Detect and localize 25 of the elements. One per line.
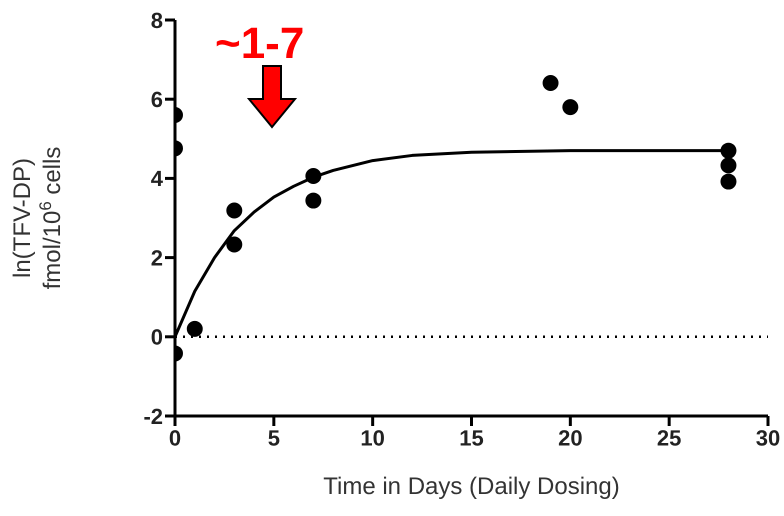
point (720, 157, 736, 174)
point (720, 174, 736, 190)
point (562, 99, 578, 116)
y-tick-label: -2 (143, 404, 163, 429)
y-tick-label: 8 (150, 8, 163, 33)
annotation: ~1-7 (215, 19, 304, 68)
x-tick-label: 25 (656, 426, 682, 451)
point (305, 168, 322, 184)
point (720, 142, 736, 159)
x-tick-label: 30 (756, 426, 780, 451)
x-tick-label: 15 (459, 426, 484, 451)
point (226, 202, 242, 218)
point (226, 236, 242, 252)
x-tick-label: 5 (268, 426, 280, 451)
point (186, 320, 203, 337)
y-tick-label: 4 (150, 166, 164, 192)
x-tick-label: 10 (360, 426, 385, 451)
y-tick-label: 2 (150, 245, 163, 270)
y-tick-label: 0 (150, 324, 163, 350)
x-tick-label: 20 (558, 426, 583, 451)
point (542, 75, 559, 91)
x-tick-label: 0 (168, 426, 182, 451)
point (305, 192, 322, 209)
y-tick-label: 6 (150, 87, 163, 112)
x-axis-title: Time in Days (Daily Dosing) (323, 473, 620, 500)
